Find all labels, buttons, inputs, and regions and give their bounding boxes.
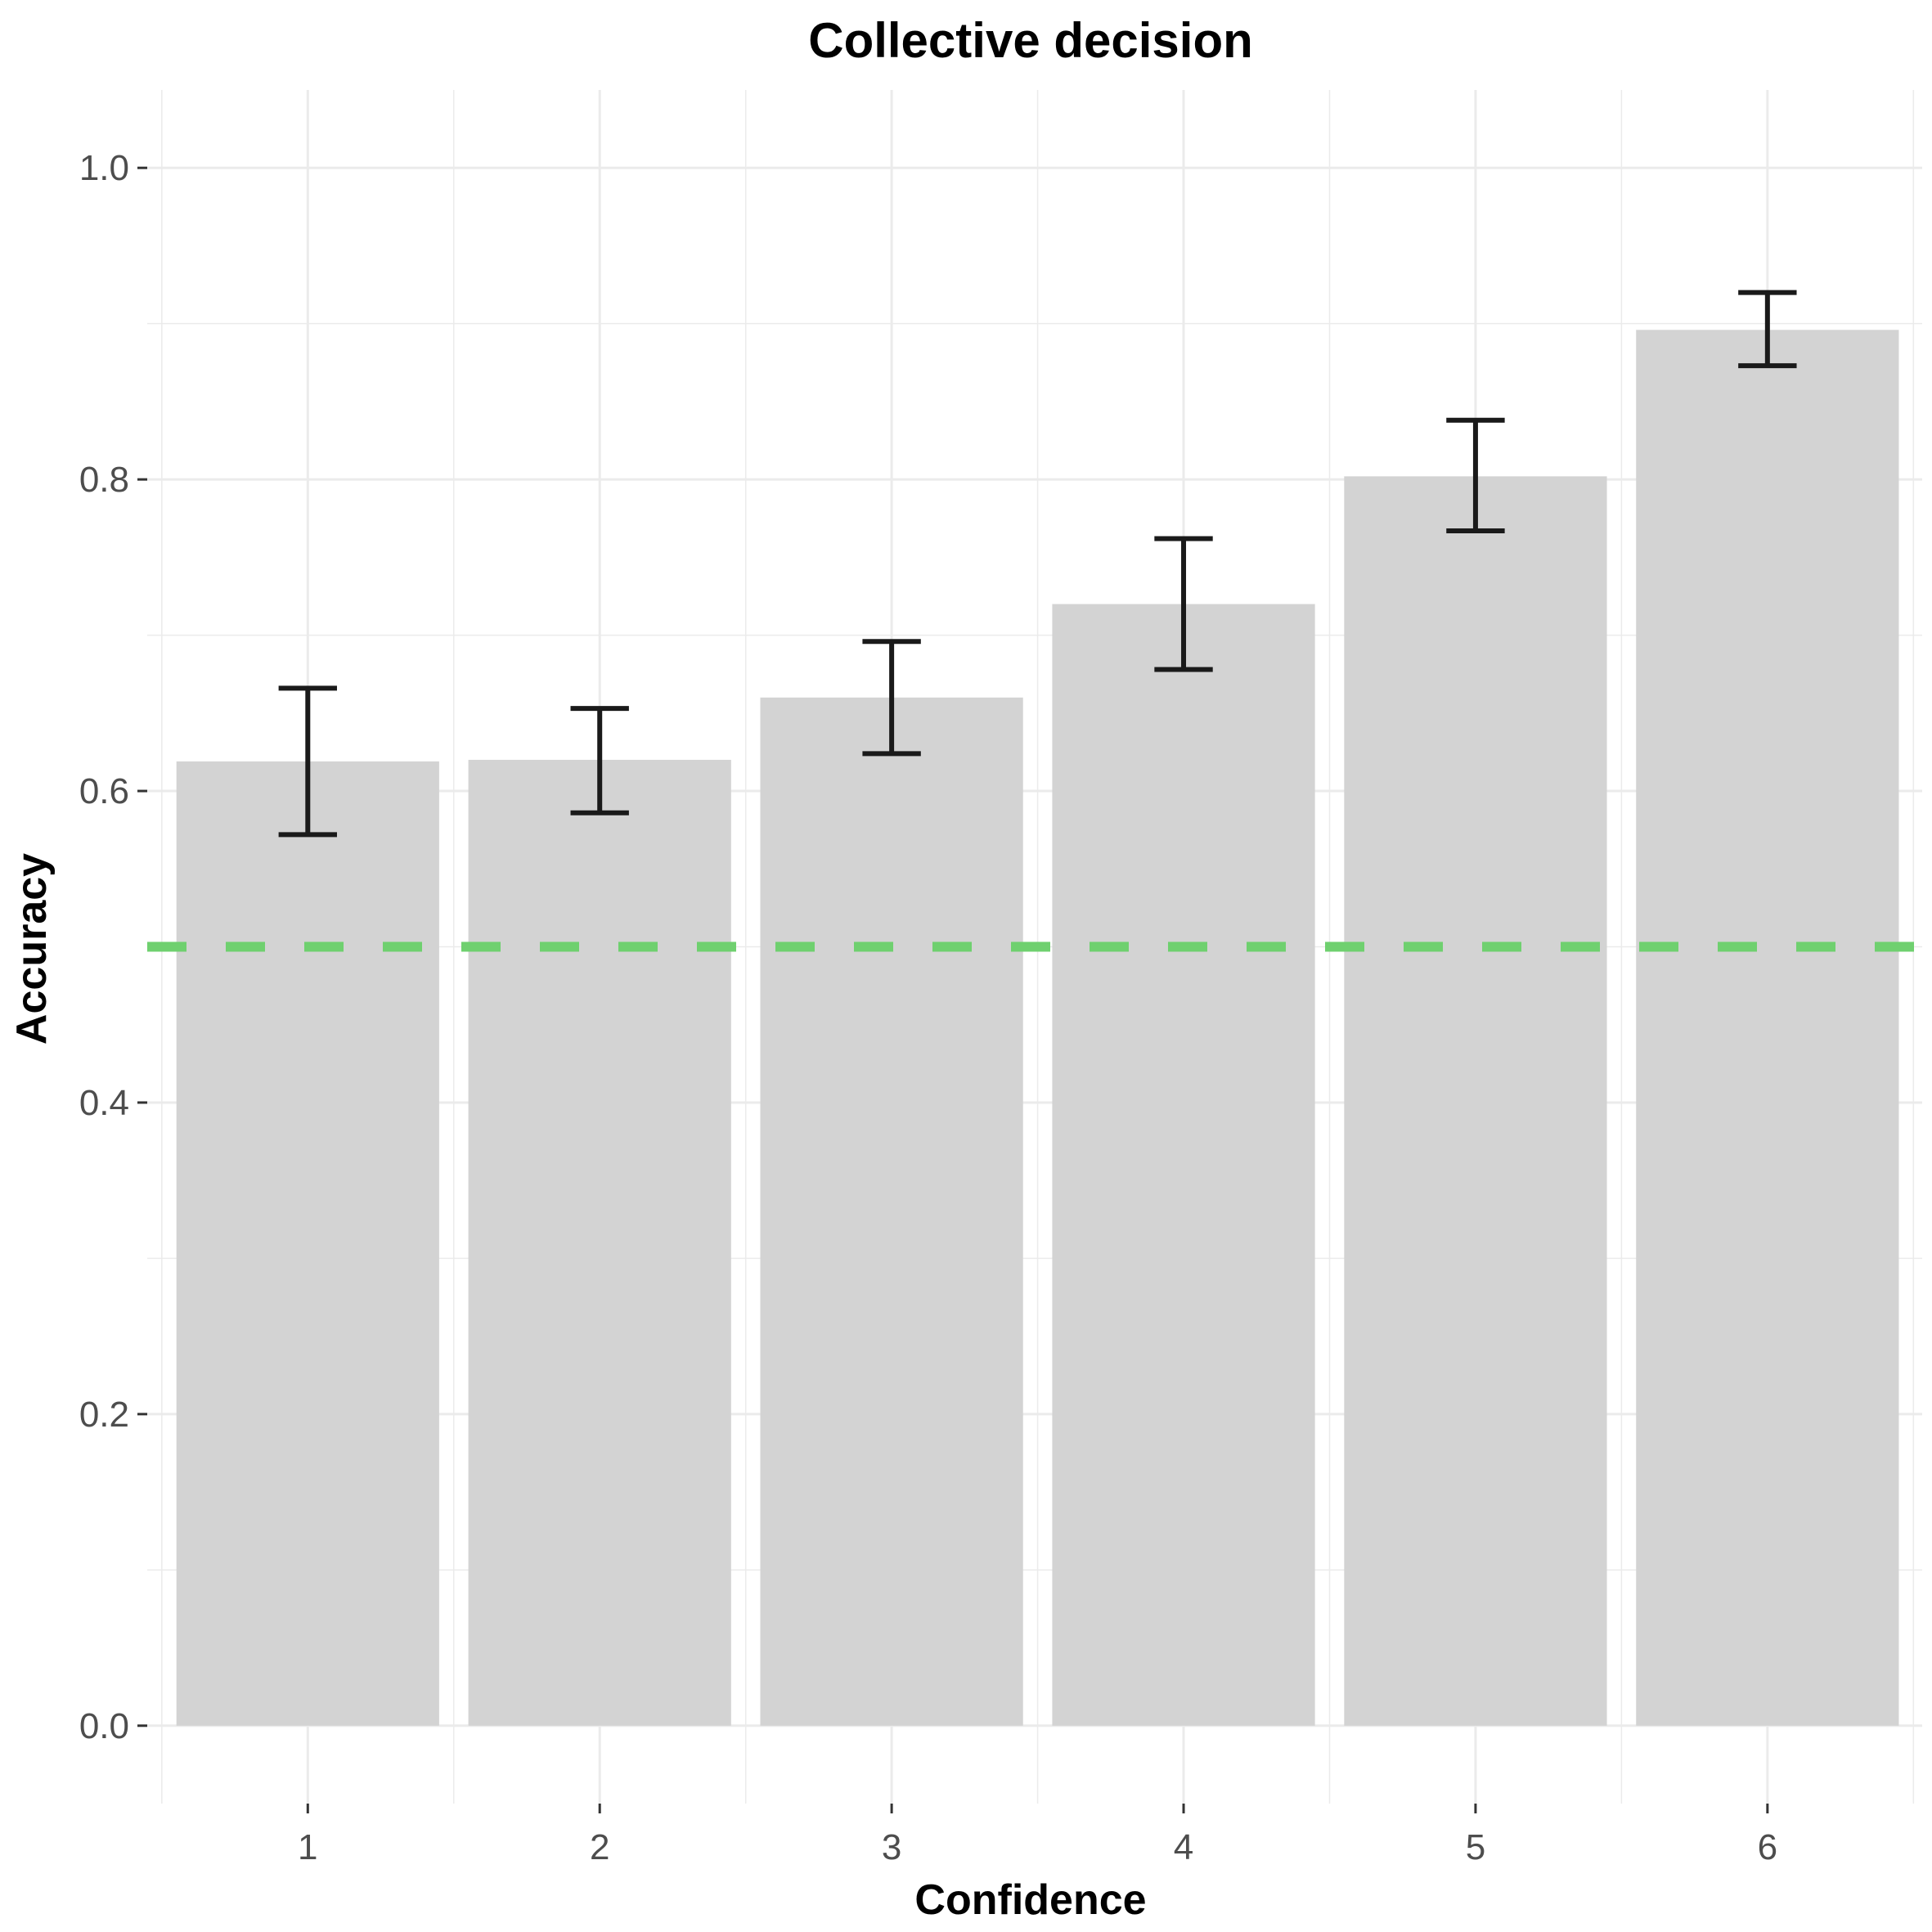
y-axis-title: Accuracy (8, 853, 56, 1045)
y-tick-label: 1.0 (79, 148, 129, 188)
error-bar (1154, 536, 1213, 672)
x-tick-label: 1 (298, 1827, 317, 1867)
bar (176, 761, 439, 1726)
bars (176, 330, 1899, 1726)
bar (1052, 604, 1315, 1726)
y-tick-label: 0.4 (79, 1083, 129, 1123)
y-tick-label: 0.6 (79, 771, 129, 811)
chart-title: Collective decision (808, 13, 1253, 68)
error-bar (862, 639, 921, 757)
x-tick-label: 3 (882, 1827, 901, 1867)
bar (1344, 476, 1607, 1726)
error-bar (278, 685, 337, 838)
error-bars (278, 290, 1797, 838)
x-tick-label: 5 (1466, 1827, 1485, 1867)
y-axis: 0.0 0.2 0.4 0.6 0.8 1.0 (79, 148, 147, 1746)
x-tick-label: 6 (1758, 1827, 1777, 1867)
x-tick-label: 4 (1174, 1827, 1193, 1867)
y-tick-label: 0.0 (79, 1706, 129, 1746)
bar (468, 759, 731, 1726)
x-axis-title: Confidence (914, 1876, 1146, 1924)
error-bar (570, 706, 629, 815)
x-axis: 1 2 3 4 5 6 (298, 1804, 1777, 1867)
y-tick-label: 0.8 (79, 460, 129, 500)
error-bar (1738, 290, 1797, 369)
error-bar (1446, 417, 1505, 533)
bar (760, 697, 1023, 1726)
y-tick-label: 0.2 (79, 1395, 129, 1435)
bar (1636, 330, 1899, 1726)
x-tick-label: 2 (590, 1827, 609, 1867)
